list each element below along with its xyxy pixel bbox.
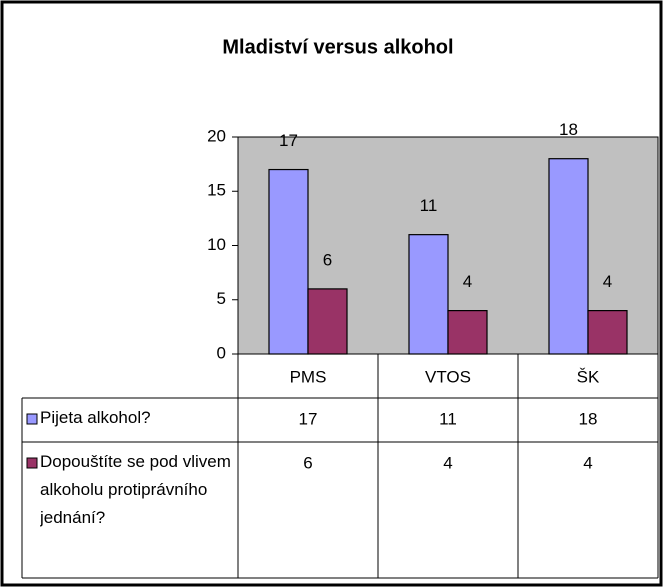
data-label: 11: [420, 196, 438, 215]
x-tick-label: VTOS: [425, 367, 471, 386]
x-tick-label: PMS: [290, 367, 327, 386]
data-table: PMS VTOS ŠK Pijeta alkohol? 17 11 18 Dopouštíte…: [21, 353, 659, 579]
bar: [268, 168, 309, 355]
legend-text: Dopouštíte se pod vlivem alkoholu protip…: [40, 452, 231, 527]
legend-swatch: [26, 457, 38, 469]
legend-entry: Dopouštíte se pod vlivem alkoholu protip…: [40, 452, 231, 527]
bar: [307, 288, 348, 355]
y-tick-label: 15: [207, 181, 226, 200]
legend-swatch: [26, 413, 38, 425]
bar: [548, 158, 589, 355]
y-tick-label: 0: [217, 343, 226, 362]
bar: [408, 234, 449, 355]
data-label: 4: [463, 272, 472, 291]
data-label: 18: [559, 120, 578, 139]
bar: [447, 310, 488, 355]
table-value: 4: [583, 453, 592, 472]
y-tick-label: 10: [207, 235, 226, 254]
chart-title: Mladiství versus alkohol: [222, 36, 453, 58]
table-value: 4: [443, 453, 452, 472]
y-tick-label: 20: [207, 126, 226, 145]
legend-entry: Pijeta alkohol?: [40, 408, 151, 427]
y-tick-label: 5: [217, 289, 226, 308]
data-label: 17: [279, 131, 298, 150]
table-value: 18: [579, 409, 598, 428]
data-label: 4: [603, 272, 612, 291]
bar: [587, 310, 628, 355]
table-value: 17: [299, 409, 318, 428]
table-value: 11: [439, 409, 457, 428]
table-value: 6: [303, 453, 312, 472]
legend-text: Pijeta alkohol?: [40, 408, 151, 427]
x-tick-label: ŠK: [577, 367, 600, 386]
data-label: 6: [323, 250, 332, 269]
